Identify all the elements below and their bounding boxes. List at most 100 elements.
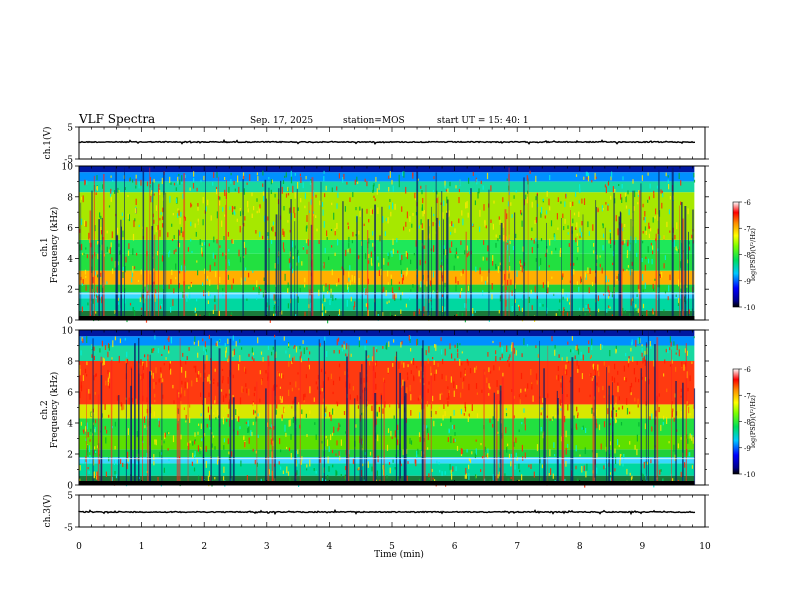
psd-speck	[478, 188, 480, 194]
psd-speck	[368, 355, 370, 358]
psd-speck	[611, 410, 613, 418]
psd-speck	[336, 338, 338, 346]
psd-speck	[631, 341, 633, 346]
impulse-stripe	[685, 343, 687, 485]
psd-speck	[107, 343, 110, 349]
psd-speck	[518, 463, 520, 469]
psd-speck	[203, 290, 205, 297]
psd-speck	[594, 172, 596, 180]
psd-speck	[143, 416, 146, 423]
psd-speck	[611, 376, 613, 381]
psd-speck	[644, 217, 646, 223]
psd-speck	[397, 439, 399, 446]
psd-speck	[600, 343, 602, 350]
psd-speck	[600, 443, 602, 450]
psd-speck	[106, 281, 108, 285]
psd-speck	[225, 347, 227, 353]
psd-speck	[557, 374, 560, 381]
psd-speck	[460, 291, 462, 295]
psd-speck	[614, 363, 616, 370]
psd-speck	[377, 434, 379, 442]
psd-speck	[257, 413, 259, 417]
psd-speck	[153, 461, 155, 466]
psd-speck	[273, 476, 275, 479]
psd-speck	[495, 263, 497, 270]
psd-speck	[560, 399, 562, 406]
psd-speck	[498, 471, 500, 477]
psd-speck	[127, 195, 129, 197]
psd-speck	[506, 213, 508, 220]
psd-speck	[488, 383, 490, 388]
psd-speck	[576, 281, 578, 285]
psd-speck	[288, 389, 290, 396]
psd-speck	[262, 292, 264, 298]
y-tick-label: 10	[62, 327, 74, 337]
psd-speck	[660, 189, 662, 194]
psd-speck	[306, 464, 308, 468]
psd-speck	[686, 285, 688, 288]
psd-speck	[452, 223, 454, 228]
psd-speck	[309, 459, 311, 467]
psd-speck	[684, 362, 687, 367]
psd-speck	[603, 395, 605, 398]
psd-speck	[505, 427, 507, 434]
impulse-stripe	[149, 167, 151, 320]
psd-speck	[318, 240, 320, 244]
psd-speck	[272, 226, 274, 232]
psd-speck	[509, 354, 511, 358]
psd-speck	[168, 252, 170, 258]
spectral-band	[79, 239, 695, 254]
psd-speck	[488, 367, 490, 373]
psd-speck	[271, 179, 273, 183]
psd-speck	[204, 341, 206, 348]
psd-speck	[542, 282, 544, 288]
psd-speck	[96, 175, 98, 181]
psd-speck	[371, 405, 373, 411]
psd-speck	[278, 461, 280, 465]
psd-speck	[99, 348, 101, 353]
psd-speck	[88, 232, 90, 240]
psd-speck	[649, 341, 651, 347]
impulse-stripe	[679, 205, 680, 320]
psd-speck	[258, 288, 260, 295]
psd-speck	[624, 192, 627, 197]
psd-speck	[608, 279, 610, 282]
psd-speck	[196, 459, 198, 464]
psd-speck	[691, 465, 693, 469]
psd-speck	[558, 354, 560, 358]
psd-speck	[554, 454, 556, 457]
impulse-stripe	[500, 222, 503, 320]
psd-speck	[652, 308, 654, 314]
impulse-stripe	[493, 392, 495, 485]
psd-speck	[119, 250, 121, 254]
psd-speck	[349, 248, 351, 254]
psd-speck	[209, 294, 212, 297]
psd-speck	[683, 364, 685, 371]
psd-speck	[208, 470, 210, 477]
psd-speck	[625, 196, 627, 203]
psd-speck	[228, 259, 230, 264]
psd-speck	[320, 368, 323, 373]
psd-speck	[199, 448, 201, 455]
psd-speck	[626, 250, 629, 256]
psd-speck	[236, 417, 238, 422]
psd-speck	[153, 193, 155, 196]
psd-speck	[636, 434, 638, 442]
psd-speck	[426, 425, 428, 429]
impulse-stripe	[682, 218, 684, 320]
psd-speck	[246, 182, 248, 185]
psd-speck	[531, 384, 533, 390]
psd-speck	[153, 219, 155, 224]
psd-speck	[296, 293, 298, 296]
psd-speck	[280, 466, 282, 470]
psd-speck	[668, 209, 670, 215]
psd-speck	[106, 230, 108, 234]
psd-speck	[180, 227, 182, 233]
psd-speck	[130, 366, 132, 370]
psd-speck	[186, 295, 188, 302]
psd-speck	[666, 388, 668, 393]
psd-speck	[201, 438, 203, 442]
psd-speck	[625, 377, 627, 382]
psd-speck	[693, 336, 695, 339]
